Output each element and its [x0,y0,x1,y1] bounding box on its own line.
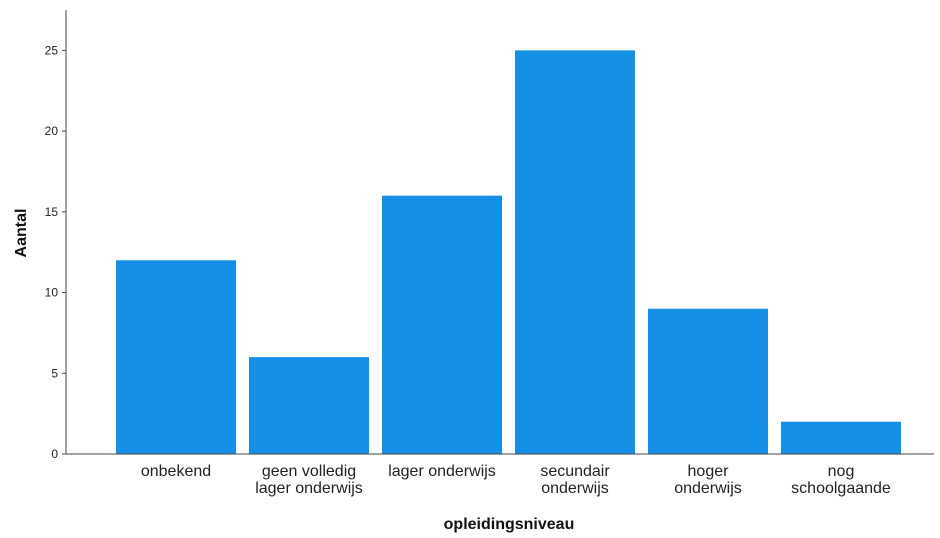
bar [781,421,901,454]
x-category-label: onbekend [141,463,211,480]
x-axis-title: opleidingsniveau [444,516,575,533]
y-tick-label: 10 [45,286,59,300]
bar [249,357,369,454]
y-axis-ticks: 0 5 10 15 20 25 [45,43,66,461]
y-tick-label: 0 [51,447,58,461]
x-category-label: secundair onderwijs [540,463,610,497]
x-axis-category-labels: onbekend geen volledig lager onderwijs lage… [141,463,891,497]
bar [648,308,768,454]
x-category-label: lager onderwijs [388,463,496,480]
x-category-label: geen volledig lager onderwijs [255,463,363,497]
y-axis-title: Aantal [13,209,30,258]
x-category-label: nog schoolgaande [791,463,891,497]
bar [515,50,635,454]
y-tick-label: 25 [45,43,59,57]
x-category-label: hoger onderwijs [674,463,742,497]
bar [382,195,502,454]
bar [116,260,236,454]
y-tick-label: 15 [45,205,59,219]
y-tick-label: 20 [45,124,59,138]
bars [116,50,901,454]
y-tick-label: 5 [51,366,58,380]
